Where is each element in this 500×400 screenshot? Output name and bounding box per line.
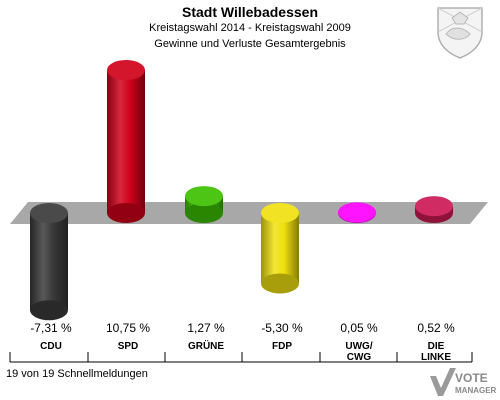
value-label-2: 1,27 % (187, 321, 225, 335)
chart-subtitle: Kreistagswahl 2014 - Kreistagswahl 2009 (149, 22, 351, 34)
category-label-5-0: DIE (428, 341, 445, 352)
value-label-4: 0,05 % (340, 321, 378, 335)
chart-subtitle-2: Gewinne und Verluste Gesamtergebnis (154, 38, 346, 50)
value-label-5: 0,52 % (417, 321, 455, 335)
status-text: 19 von 19 Schnellmeldungen (6, 368, 148, 380)
bar-bottom-cap-0 (30, 300, 68, 321)
bar-body-3 (261, 213, 299, 284)
votemanager-logo: VOTE MANAGER (430, 368, 497, 396)
category-label-1: SPD (118, 341, 139, 352)
category-label-4-1: CWG (347, 352, 372, 363)
bar-top-cap-4 (338, 202, 376, 223)
bar-bottom-cap-3 (261, 273, 299, 294)
category-label-0: CDU (40, 341, 62, 352)
bar-body-0 (30, 213, 68, 311)
bar-top-cap-1 (107, 60, 145, 81)
category-label-3: FDP (272, 341, 292, 352)
bar-bottom-cap-2 (185, 203, 223, 223)
bar-top-cap-2 (185, 186, 223, 207)
category-label-5-1: LINKE (421, 352, 451, 363)
bar-body-1 (107, 70, 145, 214)
value-label-1: 10,75 % (106, 321, 150, 335)
coat-of-arms-icon (437, 7, 483, 59)
logo-text-vote: VOTE (455, 371, 488, 385)
value-label-3: -5,30 % (261, 321, 303, 335)
bar-top-cap-3 (261, 203, 299, 223)
category-label-2: GRÜNE (188, 339, 224, 352)
category-label-4-0: UWG/ (345, 341, 372, 352)
bar-top-cap-0 (30, 203, 68, 223)
value-label-0: -7,31 % (30, 321, 72, 335)
bar-bottom-cap-1 (107, 203, 145, 223)
bar-top-cap-5 (415, 196, 453, 217)
chart-title: Stadt Willebadessen (181, 4, 319, 20)
logo-text-manager: MANAGER (455, 386, 497, 395)
